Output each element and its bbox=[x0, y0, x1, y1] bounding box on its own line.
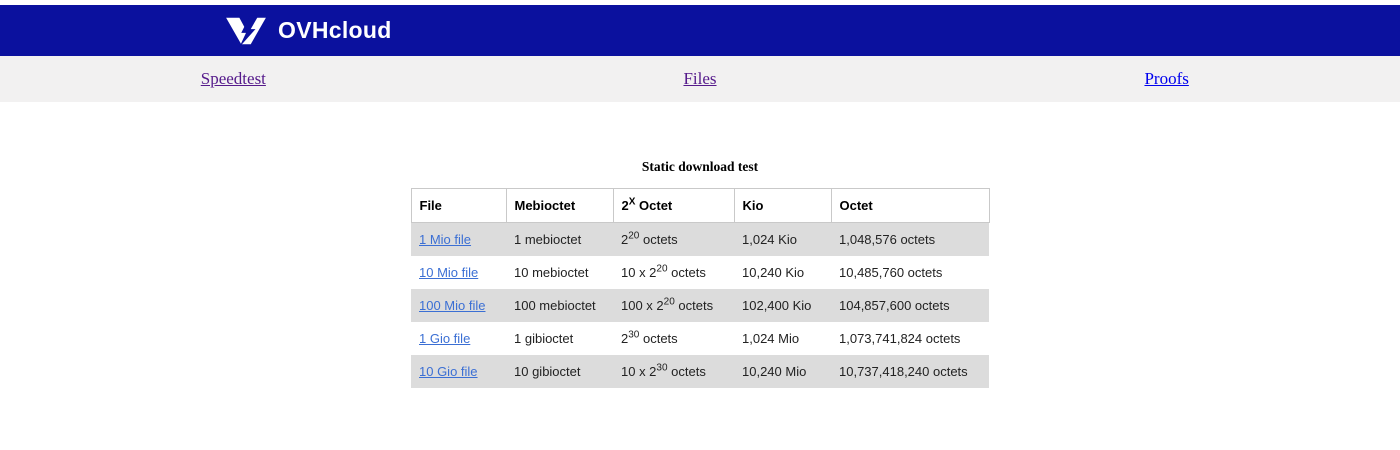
data-cell: 10,737,418,240 octets bbox=[839, 364, 968, 379]
file-cell: 10 Mio file bbox=[411, 256, 506, 289]
data-cell: 1,048,576 octets bbox=[839, 232, 936, 247]
data-cell: 10,240 Mio bbox=[742, 364, 807, 379]
nav-cell-files: Files bbox=[467, 69, 934, 89]
exponent: 20 bbox=[628, 230, 640, 242]
main-content: Static download test File Mebioctet 2X Oct… bbox=[0, 159, 1400, 388]
data-cell: 10 x 230 octets bbox=[621, 362, 706, 379]
file-cell: 10 Gio file bbox=[411, 355, 506, 388]
column-header-4: Octet bbox=[830, 188, 990, 223]
data-cell: 10,240 Kio bbox=[742, 265, 805, 280]
table-row: 1 Gio file 1 gibioctet 230 octets 1,024 Mio… bbox=[411, 322, 989, 355]
file-download-link[interactable]: 1 Mio file bbox=[419, 232, 472, 247]
ovhcloud-logo-text: OVHcloud bbox=[278, 17, 392, 43]
ovhcloud-logo: OVHcloud bbox=[223, 13, 392, 49]
data-cell: 1,073,741,824 octets bbox=[839, 331, 961, 346]
exponent: X bbox=[628, 196, 636, 208]
file-cell: 100 Mio file bbox=[411, 289, 506, 322]
data-cell: 102,400 Kio bbox=[742, 298, 812, 313]
exponent: 20 bbox=[663, 296, 675, 308]
nav-cell-speedtest: Speedtest bbox=[0, 69, 467, 89]
data-cell: 10 x 220 octets bbox=[621, 263, 706, 280]
column-header-0: File bbox=[410, 188, 507, 223]
file-download-link[interactable]: 10 Mio file bbox=[419, 265, 479, 280]
data-cell: 220 octets bbox=[621, 230, 678, 247]
table-row: 100 Mio file 100 mebioctet 100 x 220 octet… bbox=[411, 289, 989, 322]
nav-link-proofs[interactable]: Proofs bbox=[1144, 69, 1189, 88]
data-cell: 10 gibioctet bbox=[514, 364, 581, 379]
main-nav: Speedtest Files Proofs bbox=[0, 56, 1400, 102]
file-cell: 1 Gio file bbox=[411, 322, 506, 355]
download-table: File Mebioctet 2X Octet Kio Octet 1 Mio file… bbox=[410, 188, 990, 388]
nav-link-speedtest[interactable]: Speedtest bbox=[200, 69, 266, 88]
data-cell: 100 mebioctet bbox=[514, 298, 596, 313]
top-margin-strip bbox=[0, 0, 1400, 5]
data-cell: 100 x 220 octets bbox=[621, 296, 714, 313]
table-row: 1 Mio file 1 mebioctet 220 octets 1,024 Kio… bbox=[411, 222, 989, 257]
nav-link-files[interactable]: Files bbox=[683, 69, 717, 88]
table-header-row: File Mebioctet 2X Octet Kio Octet bbox=[410, 188, 990, 223]
data-cell: 104,857,600 octets bbox=[839, 298, 950, 313]
column-header-2: 2X Octet bbox=[612, 188, 735, 223]
file-cell: 1 Mio file bbox=[411, 223, 506, 257]
ovhcloud-logo-icon bbox=[226, 15, 266, 47]
exponent: 20 bbox=[656, 263, 668, 275]
nav-cell-proofs: Proofs bbox=[933, 69, 1400, 89]
data-cell: 1 gibioctet bbox=[514, 331, 574, 346]
file-download-link[interactable]: 100 Mio file bbox=[419, 298, 486, 313]
column-header-1: Mebioctet bbox=[505, 188, 614, 223]
exponent: 30 bbox=[628, 329, 640, 341]
data-cell: 1,024 Mio bbox=[742, 331, 800, 346]
data-cell: 10 mebioctet bbox=[514, 265, 589, 280]
column-header-3: Kio bbox=[733, 188, 832, 223]
table-body: 1 Mio file 1 mebioctet 220 octets 1,024 Kio… bbox=[411, 222, 989, 388]
brand-banner: OVHcloud bbox=[0, 5, 1400, 56]
exponent: 30 bbox=[656, 362, 668, 374]
table-row: 10 Gio file 10 gibioctet 10 x 230 octets 10… bbox=[411, 355, 989, 388]
file-download-link[interactable]: 1 Gio file bbox=[419, 331, 471, 346]
data-cell: 1,024 Kio bbox=[742, 232, 797, 247]
page-title: Static download test bbox=[641, 159, 759, 174]
file-download-link[interactable]: 10 Gio file bbox=[419, 364, 478, 379]
data-cell: 230 octets bbox=[621, 329, 678, 346]
table-row: 10 Mio file 10 mebioctet 10 x 220 octets 10… bbox=[411, 256, 989, 289]
data-cell: 10,485,760 octets bbox=[839, 265, 943, 280]
data-cell: 1 mebioctet bbox=[514, 232, 582, 247]
